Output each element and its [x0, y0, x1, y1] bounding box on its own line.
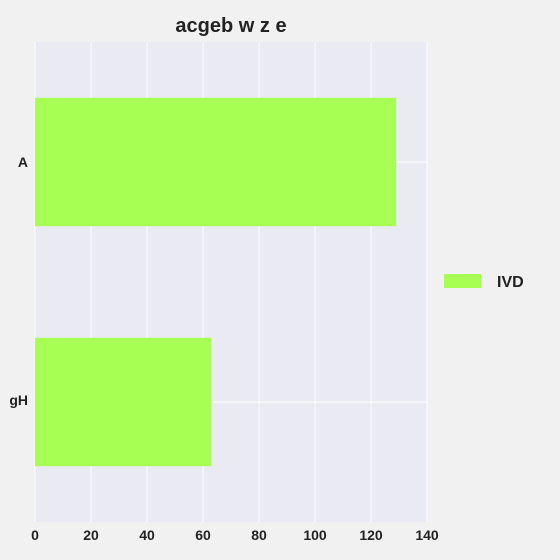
bars: [35, 97, 397, 467]
chart-title: acgeb w z e: [175, 15, 286, 37]
y-tick-label: A: [18, 154, 28, 170]
x-tick-label: 100: [303, 527, 327, 543]
legend-label: IVD: [497, 274, 524, 291]
x-tick-label: 20: [83, 527, 99, 543]
y-tick-label: gH: [9, 392, 28, 408]
x-tick-label: 60: [195, 527, 211, 543]
legend-swatch: [444, 274, 481, 288]
x-tick-label: 140: [415, 527, 439, 543]
y-axis-ticks: AgH: [9, 154, 28, 408]
legend: IVD: [444, 274, 524, 291]
bar-gH: [35, 337, 212, 467]
x-tick-label: 0: [31, 527, 39, 543]
x-tick-label: 120: [359, 527, 383, 543]
x-tick-label: 40: [139, 527, 155, 543]
x-axis-ticks: 0 20 40 60 80 100 120 140: [31, 527, 439, 543]
x-tick-label: 80: [251, 527, 267, 543]
bar-A: [35, 97, 397, 227]
